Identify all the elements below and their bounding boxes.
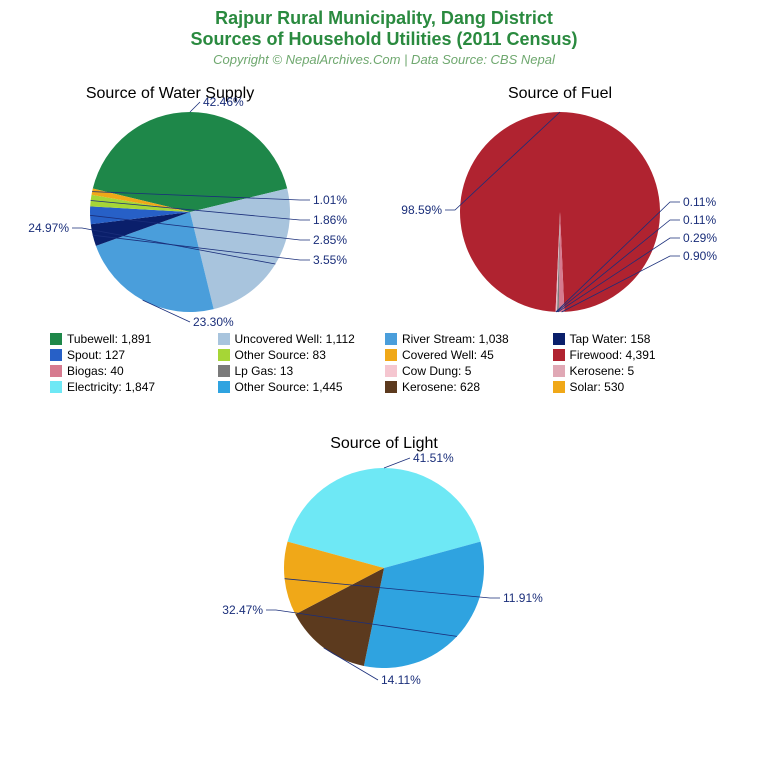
legend-label: Biogas: 40 bbox=[67, 364, 124, 378]
legend-swatch bbox=[50, 333, 62, 345]
pct-label: 0.11% bbox=[683, 195, 716, 209]
legend-swatch bbox=[385, 381, 397, 393]
legend-swatch bbox=[553, 333, 565, 345]
legend-label: Cow Dung: 5 bbox=[402, 364, 471, 378]
chart-title: Source of Light bbox=[330, 435, 438, 452]
pct-label: 2.85% bbox=[313, 233, 347, 247]
legend-swatch bbox=[385, 333, 397, 345]
legend-label: Kerosene: 5 bbox=[570, 364, 635, 378]
legend-swatch bbox=[553, 349, 565, 361]
legend-swatch bbox=[50, 381, 62, 393]
legend-item: Kerosene: 628 bbox=[385, 380, 553, 394]
legend-item: River Stream: 1,038 bbox=[385, 332, 553, 346]
legend-item: Spout: 127 bbox=[50, 348, 218, 362]
legend-swatch bbox=[553, 381, 565, 393]
legend-label: Solar: 530 bbox=[570, 380, 625, 394]
pct-label: 1.01% bbox=[313, 193, 347, 207]
legend-label: Tap Water: 158 bbox=[570, 332, 651, 346]
legend-item: Biogas: 40 bbox=[50, 364, 218, 378]
legend-label: Spout: 127 bbox=[67, 348, 125, 362]
pct-label: 1.86% bbox=[313, 213, 347, 227]
legend-swatch bbox=[218, 349, 230, 361]
legend-label: Electricity: 1,847 bbox=[67, 380, 155, 394]
legend-item: Tubewell: 1,891 bbox=[50, 332, 218, 346]
legend-swatch bbox=[385, 365, 397, 377]
legend-row: Biogas: 40 Lp Gas: 13 Cow Dung: 5 Kerosene:… bbox=[50, 364, 720, 378]
legend-label: Firewood: 4,391 bbox=[570, 348, 656, 362]
legend-item: Other Source: 1,445 bbox=[218, 380, 386, 394]
pct-label: 98.59% bbox=[401, 203, 442, 217]
legend-item: Tap Water: 158 bbox=[553, 332, 721, 346]
legend-swatch bbox=[553, 365, 565, 377]
legend-item: Kerosene: 5 bbox=[553, 364, 721, 378]
legend-label: Tubewell: 1,891 bbox=[67, 332, 151, 346]
chart-title: Source of Fuel bbox=[508, 85, 612, 102]
pct-label: 32.47% bbox=[222, 603, 263, 617]
legend-item: Electricity: 1,847 bbox=[50, 380, 218, 394]
legend-label: Covered Well: 45 bbox=[402, 348, 494, 362]
legend-swatch bbox=[218, 365, 230, 377]
pct-label: 3.55% bbox=[313, 253, 347, 267]
legend-label: Uncovered Well: 1,112 bbox=[235, 332, 355, 346]
legend-label: Other Source: 1,445 bbox=[235, 380, 343, 394]
legend-item: Cow Dung: 5 bbox=[385, 364, 553, 378]
legend-item: Covered Well: 45 bbox=[385, 348, 553, 362]
legend-label: Other Source: 83 bbox=[235, 348, 326, 362]
pct-label: 0.90% bbox=[683, 249, 717, 263]
pct-label: 23.30% bbox=[193, 315, 234, 329]
legend-label: Lp Gas: 13 bbox=[235, 364, 294, 378]
pct-label: 41.51% bbox=[413, 451, 454, 465]
legend-swatch bbox=[50, 349, 62, 361]
legend-swatch bbox=[50, 365, 62, 377]
legend-item: Lp Gas: 13 bbox=[218, 364, 386, 378]
legend-item: Firewood: 4,391 bbox=[553, 348, 721, 362]
pct-label: 42.46% bbox=[203, 95, 244, 109]
legend-swatch bbox=[218, 381, 230, 393]
legend-item: Uncovered Well: 1,112 bbox=[218, 332, 386, 346]
legend-swatch bbox=[218, 333, 230, 345]
legend-item: Solar: 530 bbox=[553, 380, 721, 394]
legend-label: Kerosene: 628 bbox=[402, 380, 480, 394]
legend-row: Electricity: 1,847 Other Source: 1,445 Ker… bbox=[50, 380, 720, 394]
legend: Tubewell: 1,891 Uncovered Well: 1,112 Rive… bbox=[50, 332, 720, 396]
legend-row: Tubewell: 1,891 Uncovered Well: 1,112 Rive… bbox=[50, 332, 720, 346]
pct-label: 0.29% bbox=[683, 231, 717, 245]
pct-label: 14.11% bbox=[381, 673, 421, 687]
legend-swatch bbox=[385, 349, 397, 361]
pct-label: 11.91% bbox=[503, 591, 543, 605]
pct-label: 0.11% bbox=[683, 213, 716, 227]
legend-row: Spout: 127 Other Source: 83 Covered Well: … bbox=[50, 348, 720, 362]
legend-item: Other Source: 83 bbox=[218, 348, 386, 362]
legend-label: River Stream: 1,038 bbox=[402, 332, 509, 346]
pct-label: 24.97% bbox=[28, 221, 69, 235]
